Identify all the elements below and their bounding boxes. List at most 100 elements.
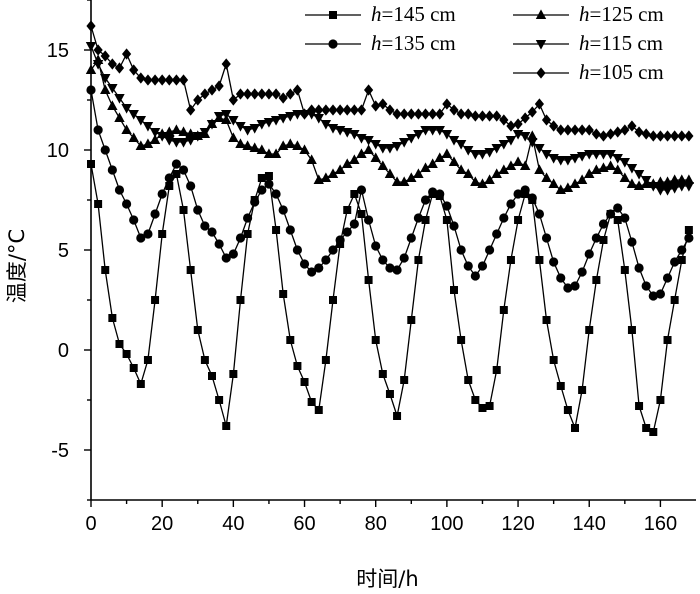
data-point — [562, 156, 574, 166]
data-point — [563, 406, 572, 414]
data-point — [642, 424, 651, 432]
data-point — [178, 165, 189, 175]
data-point — [635, 402, 644, 410]
data-point — [114, 94, 125, 104]
data-point — [114, 112, 125, 122]
data-point — [662, 186, 673, 196]
data-point — [236, 296, 245, 304]
data-point — [669, 184, 680, 194]
data-point — [484, 110, 495, 122]
data-point — [584, 124, 594, 136]
data-point — [634, 263, 644, 273]
data-point — [92, 60, 104, 70]
data-point — [506, 256, 515, 264]
data-point — [519, 160, 531, 170]
legend-label-italic: h — [579, 60, 590, 84]
data-point — [670, 130, 680, 142]
data-point — [520, 112, 530, 124]
data-point — [391, 176, 403, 186]
data-point — [683, 182, 695, 192]
data-point — [485, 402, 494, 410]
data-point — [314, 263, 324, 273]
data-point — [377, 144, 389, 154]
data-point — [449, 104, 459, 116]
data-point — [463, 108, 473, 120]
data-point — [150, 74, 160, 86]
y-axis-title: 温度/°C — [5, 229, 29, 303]
data-point — [655, 289, 666, 299]
data-point — [299, 144, 310, 154]
data-point — [250, 88, 260, 100]
data-point — [477, 178, 488, 188]
data-point — [677, 256, 686, 264]
data-point — [235, 233, 246, 243]
x-tick-label: 40 — [222, 513, 244, 535]
data-point — [620, 124, 630, 136]
data-point — [85, 64, 97, 74]
data-point — [420, 195, 431, 205]
data-point — [663, 336, 672, 344]
data-point — [257, 88, 267, 100]
data-point — [320, 172, 332, 182]
data-point — [135, 116, 147, 126]
data-point — [421, 216, 430, 224]
data-point — [484, 245, 495, 255]
data-point — [100, 145, 110, 155]
series-1 — [87, 160, 693, 436]
data-point — [613, 216, 622, 224]
data-point — [471, 396, 480, 404]
data-point — [143, 356, 152, 364]
data-point — [450, 286, 458, 294]
data-point — [87, 160, 95, 168]
data-point — [157, 189, 167, 199]
data-point — [100, 50, 110, 62]
data-point — [670, 257, 680, 267]
data-point — [363, 136, 374, 146]
data-point — [277, 114, 289, 124]
data-point — [264, 172, 273, 180]
data-point — [151, 296, 160, 304]
data-point — [456, 108, 466, 120]
data-point — [457, 336, 466, 344]
data-point — [107, 165, 117, 175]
data-point — [228, 132, 239, 142]
data-point — [292, 110, 303, 120]
data-point — [527, 130, 538, 140]
data-point — [449, 221, 459, 231]
data-point — [385, 263, 395, 273]
legend-label-rest: =115 cm — [590, 31, 663, 55]
data-point — [491, 144, 502, 154]
data-point — [677, 130, 687, 142]
data-point — [620, 213, 630, 223]
data-point — [442, 98, 452, 110]
data-point — [193, 326, 202, 334]
data-point — [215, 396, 224, 404]
x-tick-label: 20 — [151, 513, 173, 535]
data-point — [158, 230, 167, 238]
data-point — [235, 138, 246, 148]
data-point — [435, 189, 445, 199]
data-point — [505, 136, 517, 146]
legend-marker — [328, 39, 338, 49]
data-point — [193, 94, 203, 106]
data-point — [221, 58, 231, 70]
data-point — [385, 390, 394, 398]
data-point — [514, 216, 523, 224]
data-point — [101, 266, 110, 274]
data-point — [307, 267, 317, 277]
data-point — [563, 124, 573, 136]
data-point — [121, 104, 132, 114]
data-point — [185, 128, 196, 138]
data-point — [463, 261, 473, 271]
data-point — [427, 126, 438, 136]
data-point — [612, 154, 623, 164]
data-point — [534, 209, 545, 219]
legend-entry: h=125 cm — [513, 2, 664, 26]
series-5 — [86, 20, 694, 142]
data-point — [477, 150, 488, 160]
data-point — [492, 229, 502, 239]
data-point — [492, 366, 501, 374]
data-point — [107, 100, 118, 110]
data-point — [271, 189, 281, 199]
